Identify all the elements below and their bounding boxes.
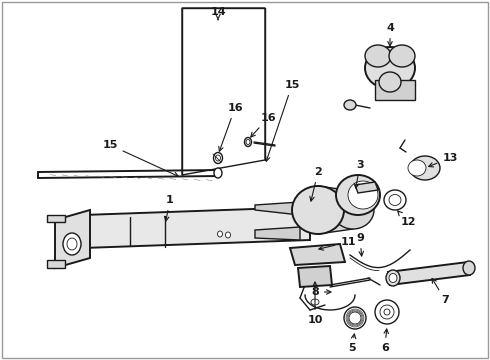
Ellipse shape (463, 261, 475, 275)
Polygon shape (83, 207, 310, 248)
Ellipse shape (344, 307, 366, 329)
Ellipse shape (344, 100, 356, 110)
Polygon shape (47, 215, 65, 222)
Ellipse shape (218, 231, 222, 237)
Ellipse shape (386, 270, 400, 286)
Ellipse shape (375, 300, 399, 324)
Text: 11: 11 (319, 237, 356, 250)
Text: 15: 15 (266, 80, 300, 161)
Text: 9: 9 (356, 233, 364, 256)
Ellipse shape (408, 160, 426, 176)
Ellipse shape (380, 305, 394, 319)
Text: 4: 4 (386, 23, 394, 46)
Polygon shape (290, 244, 345, 265)
Ellipse shape (63, 233, 81, 255)
Ellipse shape (246, 139, 250, 144)
Text: 12: 12 (398, 211, 416, 227)
Ellipse shape (245, 138, 251, 147)
Polygon shape (182, 8, 265, 175)
Ellipse shape (349, 312, 361, 324)
Ellipse shape (292, 186, 344, 234)
Text: 13: 13 (429, 153, 458, 167)
Ellipse shape (332, 191, 374, 229)
Text: 8: 8 (311, 287, 331, 297)
Ellipse shape (336, 175, 380, 215)
Polygon shape (47, 260, 65, 268)
Text: 16: 16 (251, 113, 276, 137)
Polygon shape (318, 186, 353, 234)
Polygon shape (55, 210, 90, 268)
Text: 16: 16 (219, 103, 243, 151)
Text: 7: 7 (432, 278, 449, 305)
Polygon shape (375, 80, 415, 100)
Polygon shape (388, 262, 470, 285)
Polygon shape (298, 266, 332, 287)
Text: 1: 1 (165, 195, 174, 221)
Ellipse shape (214, 153, 222, 163)
Ellipse shape (225, 232, 230, 238)
Ellipse shape (379, 72, 401, 92)
Ellipse shape (365, 45, 391, 67)
Ellipse shape (214, 168, 222, 178)
Ellipse shape (389, 45, 415, 67)
Text: 14: 14 (210, 7, 226, 20)
Ellipse shape (384, 309, 390, 315)
Text: 3: 3 (354, 160, 364, 188)
Ellipse shape (348, 181, 378, 209)
Text: 10: 10 (307, 282, 323, 325)
Text: 2: 2 (310, 167, 322, 201)
Polygon shape (255, 227, 300, 240)
Ellipse shape (410, 156, 440, 180)
Ellipse shape (365, 47, 415, 89)
Text: 15: 15 (102, 140, 178, 176)
Ellipse shape (389, 194, 401, 206)
Ellipse shape (216, 155, 220, 161)
Text: 6: 6 (381, 329, 389, 353)
Polygon shape (255, 202, 300, 215)
Ellipse shape (311, 299, 319, 305)
Polygon shape (355, 182, 378, 193)
Ellipse shape (67, 238, 77, 250)
Text: 5: 5 (348, 334, 356, 353)
Ellipse shape (389, 274, 397, 283)
Ellipse shape (384, 190, 406, 210)
